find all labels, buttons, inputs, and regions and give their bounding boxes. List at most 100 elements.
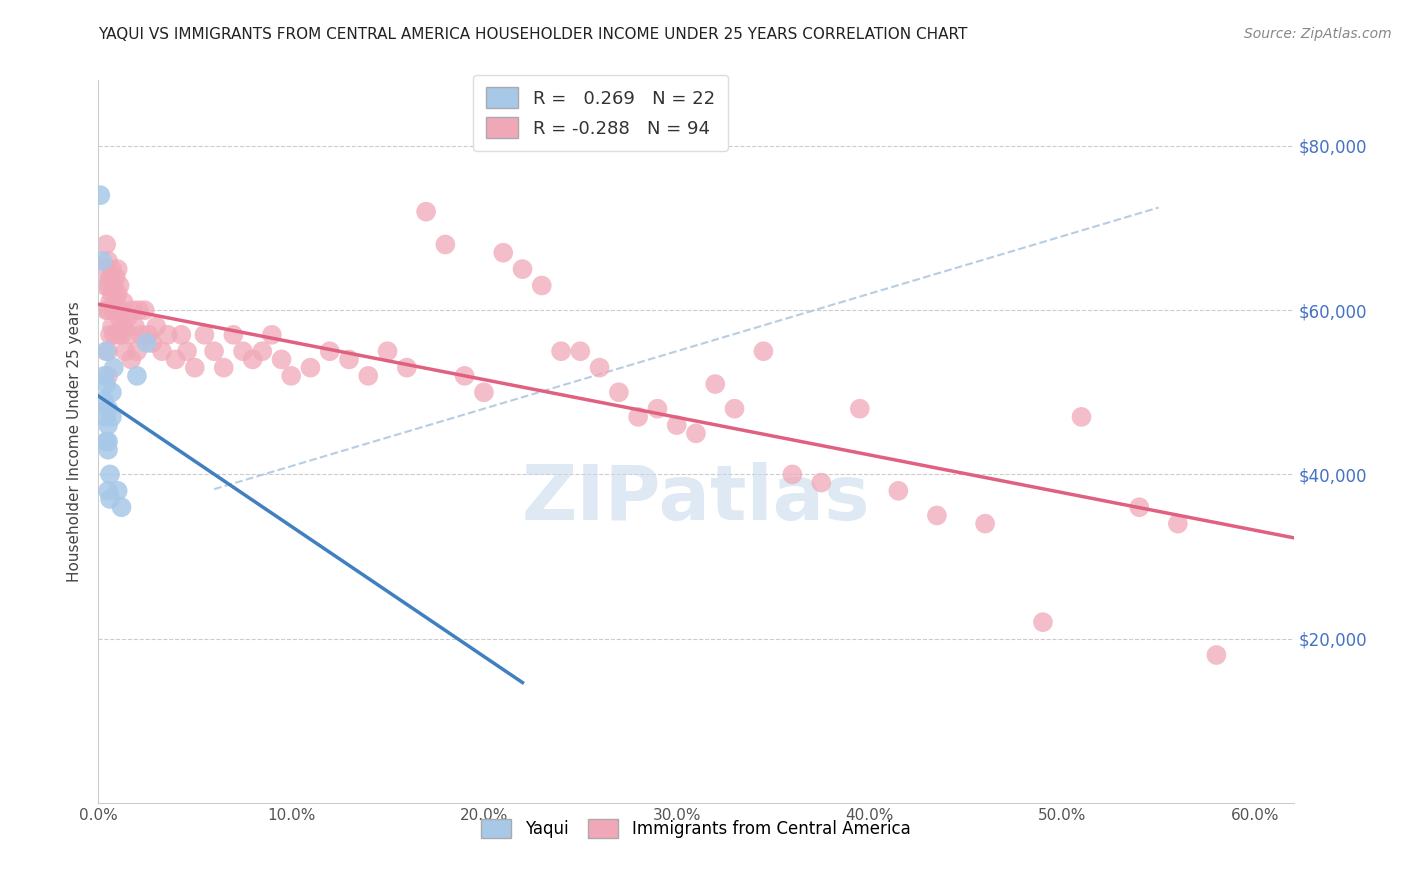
Point [434, 237, 457, 252]
Text: YAQUI VS IMMIGRANTS FROM CENTRAL AMERICA HOUSEHOLDER INCOME UNDER 25 YEARS CORRE: YAQUI VS IMMIGRANTS FROM CENTRAL AMERICA… [98, 27, 967, 42]
Point [849, 401, 872, 416]
Point [94, 344, 117, 359]
Point [222, 327, 245, 342]
Point [337, 352, 360, 367]
Point [752, 344, 775, 359]
Point [530, 278, 553, 293]
Point [98, 270, 121, 285]
Point [810, 475, 832, 490]
Point [887, 483, 910, 498]
Point [170, 327, 193, 342]
Point [395, 360, 418, 375]
Point [110, 327, 132, 342]
Point [270, 352, 292, 367]
Point [723, 401, 745, 416]
Point [104, 295, 127, 310]
Point [107, 327, 129, 342]
Point [925, 508, 948, 523]
Point [98, 327, 121, 342]
Point [135, 336, 157, 351]
Point [260, 327, 283, 342]
Point [89, 188, 111, 202]
Point [103, 303, 125, 318]
Point [97, 442, 120, 457]
Point [94, 262, 117, 277]
Text: Source: ZipAtlas.com: Source: ZipAtlas.com [1244, 27, 1392, 41]
Point [150, 344, 173, 359]
Point [607, 385, 630, 400]
Point [97, 368, 120, 383]
Point [97, 303, 120, 318]
Point [107, 286, 129, 301]
Point [415, 204, 437, 219]
Point [114, 344, 136, 359]
Point [124, 319, 146, 334]
Point [1070, 409, 1092, 424]
Point [1205, 648, 1227, 662]
Point [108, 278, 131, 293]
Point [588, 360, 610, 375]
Point [94, 303, 117, 318]
Point [665, 418, 688, 433]
Point [101, 319, 124, 334]
Point [93, 393, 115, 408]
Point [212, 360, 235, 375]
Text: ZIPatlas: ZIPatlas [522, 462, 870, 536]
Point [103, 327, 125, 342]
Point [569, 344, 592, 359]
Point [165, 352, 187, 367]
Point [377, 344, 399, 359]
Point [101, 262, 124, 277]
Point [974, 516, 997, 531]
Point [97, 253, 120, 268]
Point [110, 303, 132, 318]
Point [103, 278, 125, 293]
Point [242, 352, 264, 367]
Point [97, 344, 120, 359]
Point [184, 360, 207, 375]
Point [176, 344, 198, 359]
Point [98, 491, 121, 506]
Point [550, 344, 572, 359]
Point [134, 303, 156, 318]
Point [128, 303, 150, 318]
Point [280, 368, 302, 383]
Point [94, 237, 117, 252]
Point [129, 327, 152, 342]
Point [94, 377, 117, 392]
Point [117, 311, 139, 326]
Point [120, 352, 142, 367]
Point [193, 327, 215, 342]
Point [782, 467, 804, 482]
Point [107, 262, 129, 277]
Point [112, 295, 135, 310]
Point [202, 344, 225, 359]
Point [357, 368, 380, 383]
Point [125, 368, 148, 383]
Point [252, 344, 274, 359]
Point [94, 434, 117, 449]
Point [319, 344, 342, 359]
Point [101, 385, 124, 400]
Point [91, 253, 114, 268]
Point [97, 401, 120, 416]
Point [492, 245, 515, 260]
Point [97, 434, 120, 449]
Point [145, 319, 167, 334]
Point [685, 426, 707, 441]
Point [122, 303, 145, 318]
Point [104, 270, 127, 285]
Point [1128, 500, 1150, 515]
Point [647, 401, 669, 416]
Point [93, 368, 115, 383]
Point [101, 286, 124, 301]
Point [97, 483, 120, 498]
Point [472, 385, 495, 400]
Point [118, 327, 141, 342]
Point [141, 336, 163, 351]
Point [94, 409, 117, 424]
Point [704, 377, 727, 392]
Point [156, 327, 179, 342]
Point [627, 409, 650, 424]
Point [97, 278, 120, 293]
